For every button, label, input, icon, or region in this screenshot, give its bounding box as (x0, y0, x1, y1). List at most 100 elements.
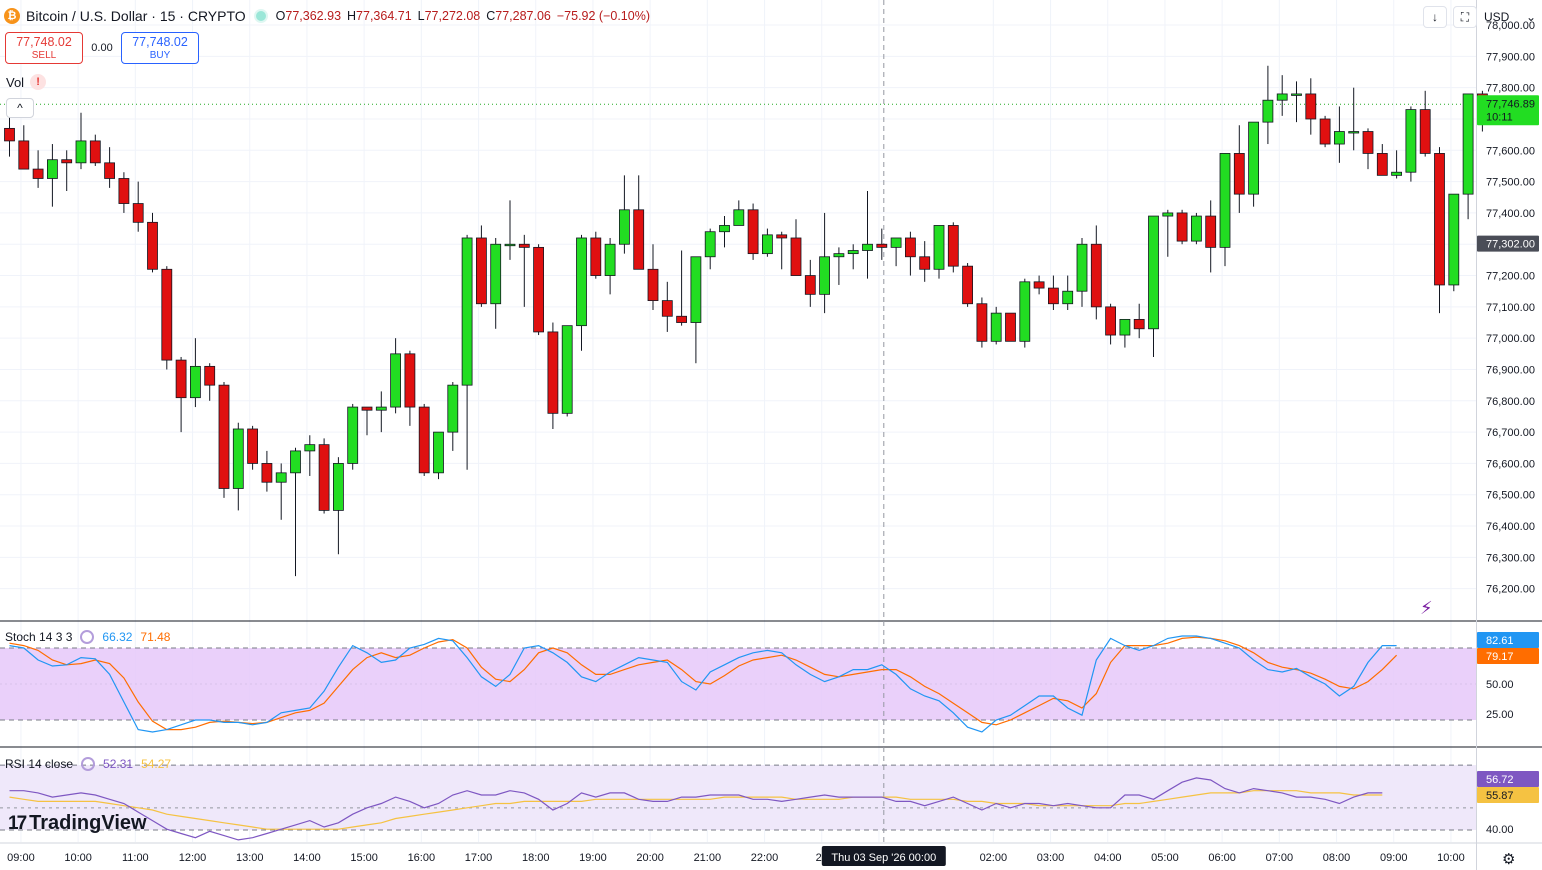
candle-down (147, 221, 158, 270)
rsi-label: RSI 14 close (5, 757, 74, 771)
rsi-ma-tag: 55.87 (1486, 790, 1514, 802)
symbol-title[interactable]: Bitcoin / U.S. Dollar · 15 · CRYPTO (26, 8, 246, 24)
candle-down (32, 168, 44, 179)
candle-up (1148, 215, 1159, 330)
candle-up (433, 431, 444, 474)
time-tick-label: 10:00 (1437, 852, 1465, 864)
candle-down (1133, 318, 1145, 330)
time-tick-label: 05:00 (1151, 852, 1179, 864)
candle-down (104, 162, 115, 179)
time-tick-label: 19:00 (579, 852, 607, 864)
crosshair-time-tag: Thu 03 Sep '26 00:00 (831, 852, 936, 864)
symbol-header[interactable]: ₿ Bitcoin / U.S. Dollar · 15 · CRYPTO O7… (4, 6, 656, 26)
candle-up (690, 256, 702, 323)
crosshair-time-tag-bg (821, 846, 946, 866)
candle-down (1434, 153, 1445, 286)
time-tick-label: 02:00 (980, 852, 1008, 864)
candle-up (1191, 215, 1202, 242)
time-tick-label: 15:00 (350, 852, 378, 864)
candle-up (290, 450, 301, 474)
volume-legend[interactable]: Vol ! (6, 74, 47, 90)
stoch-k-value: 66.32 (102, 630, 133, 644)
price-tick-label: 77,200.00 (1486, 271, 1535, 283)
market-status-icon (253, 9, 268, 23)
time-tick-label: 09:00 (1380, 852, 1408, 864)
stoch-legend[interactable]: Stoch 14 3 3 66.32 71.48 (5, 630, 170, 644)
candle-down (318, 444, 330, 511)
sell-button[interactable]: 77,748.02 SELL (5, 32, 83, 64)
candle-down (1033, 281, 1045, 289)
volume-label: Vol (6, 74, 25, 90)
candle-down (118, 178, 130, 204)
rsi-legend[interactable]: RSI 14 close 52.31 54.27 (5, 757, 171, 771)
candle-up (75, 140, 87, 164)
rsi-ma-line (9, 790, 1383, 830)
candle-down (676, 315, 687, 323)
time-tick-label: 10:00 (64, 852, 92, 864)
time-tick-label: 14:00 (293, 852, 321, 864)
price-tick-label: 76,600.00 (1486, 458, 1535, 470)
candle-down (661, 300, 673, 317)
candle-up (1391, 171, 1402, 176)
candle-down (790, 237, 802, 276)
candle-down (475, 237, 487, 305)
time-tick-label: 18:00 (522, 852, 550, 864)
time-tick-label: 11:00 (122, 852, 149, 864)
collapse-legend-button[interactable]: ^ (6, 98, 34, 118)
candle-up (619, 209, 630, 245)
refresh-icon (80, 630, 95, 644)
candle-down (976, 303, 988, 342)
stoch-label: Stoch 14 3 3 (5, 630, 73, 644)
time-tick-label: 22:00 (751, 852, 779, 864)
candle-down (876, 243, 888, 248)
candle-up (1062, 290, 1074, 305)
stoch-d-tag: 79.17 (1486, 651, 1514, 663)
candle-up (990, 312, 1002, 342)
candle-down (962, 265, 973, 305)
stoch-tick-label: 25.00 (1486, 709, 1514, 721)
candle-up (561, 325, 573, 414)
stoch-k-line (9, 635, 1397, 733)
price-tick-label: 76,400.00 (1486, 521, 1535, 533)
time-tick-label: 03:00 (1037, 852, 1065, 864)
candle-down (247, 428, 259, 464)
candle-down (204, 365, 216, 386)
rsi-ma-tag-bg (1477, 787, 1539, 803)
candle-down (261, 463, 273, 483)
time-tick-label: 08:00 (1323, 852, 1351, 864)
candle-down (1376, 153, 1388, 176)
time-tick-label: 13:00 (236, 852, 264, 864)
candle-up (719, 225, 730, 233)
candle-up (576, 237, 587, 327)
ohlc-change: −75.92 (−0.10%) (556, 9, 650, 23)
tradingview-logo[interactable]: 17 TradingView (8, 812, 147, 835)
candle-down (1419, 109, 1431, 154)
candle-down (175, 359, 187, 399)
gear-icon[interactable]: ⚙ (1502, 851, 1516, 868)
candle-up (1119, 318, 1131, 336)
candle-down (747, 209, 759, 255)
buy-button[interactable]: 77,748.02 BUY (121, 32, 199, 64)
candle-down (418, 406, 430, 474)
candle-up (1019, 281, 1031, 342)
candle-down (647, 268, 659, 302)
fullscreen-icon[interactable]: ⛶ (1453, 6, 1477, 28)
last-price-tag: 77,746.89 (1486, 98, 1535, 110)
candle-up (1162, 212, 1174, 217)
assistant-icon[interactable]: ⚡ (1420, 598, 1433, 618)
candle-down (1205, 215, 1217, 248)
bitcoin-icon: ₿ (4, 8, 20, 24)
candle-down (361, 406, 373, 411)
warning-icon[interactable]: ! (30, 74, 47, 90)
candle-up (1262, 99, 1274, 123)
candle-up (1291, 93, 1302, 96)
candle-up (933, 225, 945, 270)
candle-down (919, 256, 931, 270)
crosshair-price-tag: 77,302.00 (1486, 239, 1535, 251)
rsi-line (9, 777, 1383, 841)
arrow-down-icon[interactable]: ↓ (1423, 6, 1447, 28)
currency-selector[interactable]: USD ⌄ (1482, 6, 1538, 28)
chevron-up-icon: ^ (17, 101, 23, 115)
time-tick-label: 12:00 (179, 852, 207, 864)
